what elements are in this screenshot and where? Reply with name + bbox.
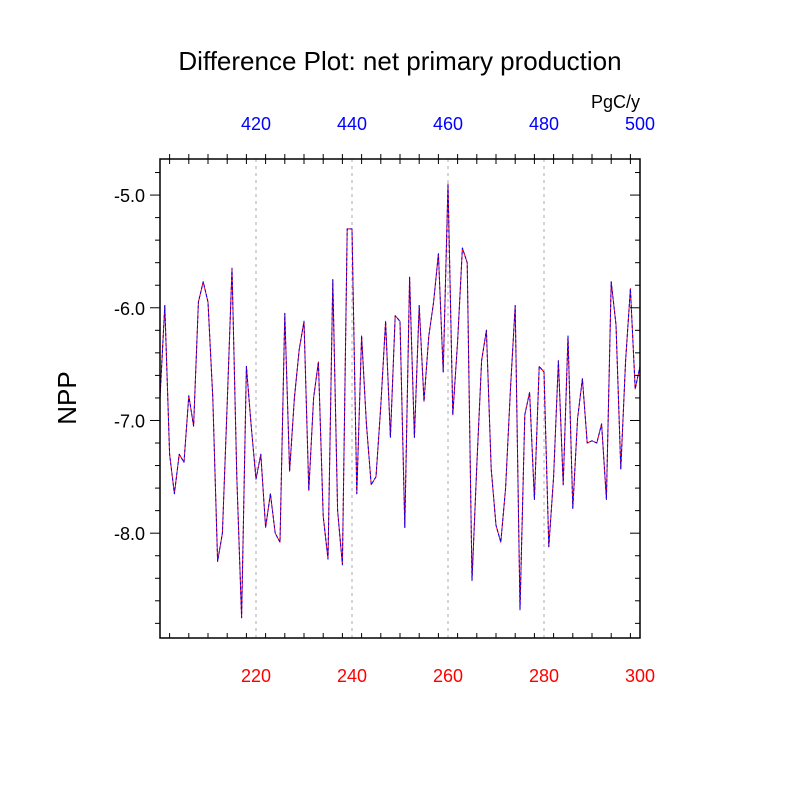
top-tick-label: 500 [625,114,655,134]
y-tick-label: -6.0 [114,299,145,319]
y-tick-label: -5.0 [114,186,145,206]
series-lines [159,183,641,619]
bottom-tick-label: 220 [241,666,271,686]
top-tick-label: 440 [337,114,367,134]
bottom-tick-label: 240 [337,666,367,686]
units-label: PgC/y [591,92,640,112]
axis-tick-labels: 220 240 260 280 300 420 440 460 480 500 -5.0 -6.0 -7… [114,114,655,686]
bottom-tick-label: 260 [433,666,463,686]
axis-ticks [150,154,640,638]
top-tick-label: 460 [433,114,463,134]
bottom-tick-label: 300 [625,666,655,686]
top-tick-label: 480 [529,114,559,134]
chart-title: Difference Plot: net primary production [178,46,621,76]
y-tick-label: -7.0 [114,411,145,431]
top-tick-label: 420 [241,114,271,134]
series-red-line [159,183,641,619]
y-tick-label: -8.0 [114,524,145,544]
y-axis-label: NPP [52,371,82,424]
bottom-tick-label: 280 [529,666,559,686]
